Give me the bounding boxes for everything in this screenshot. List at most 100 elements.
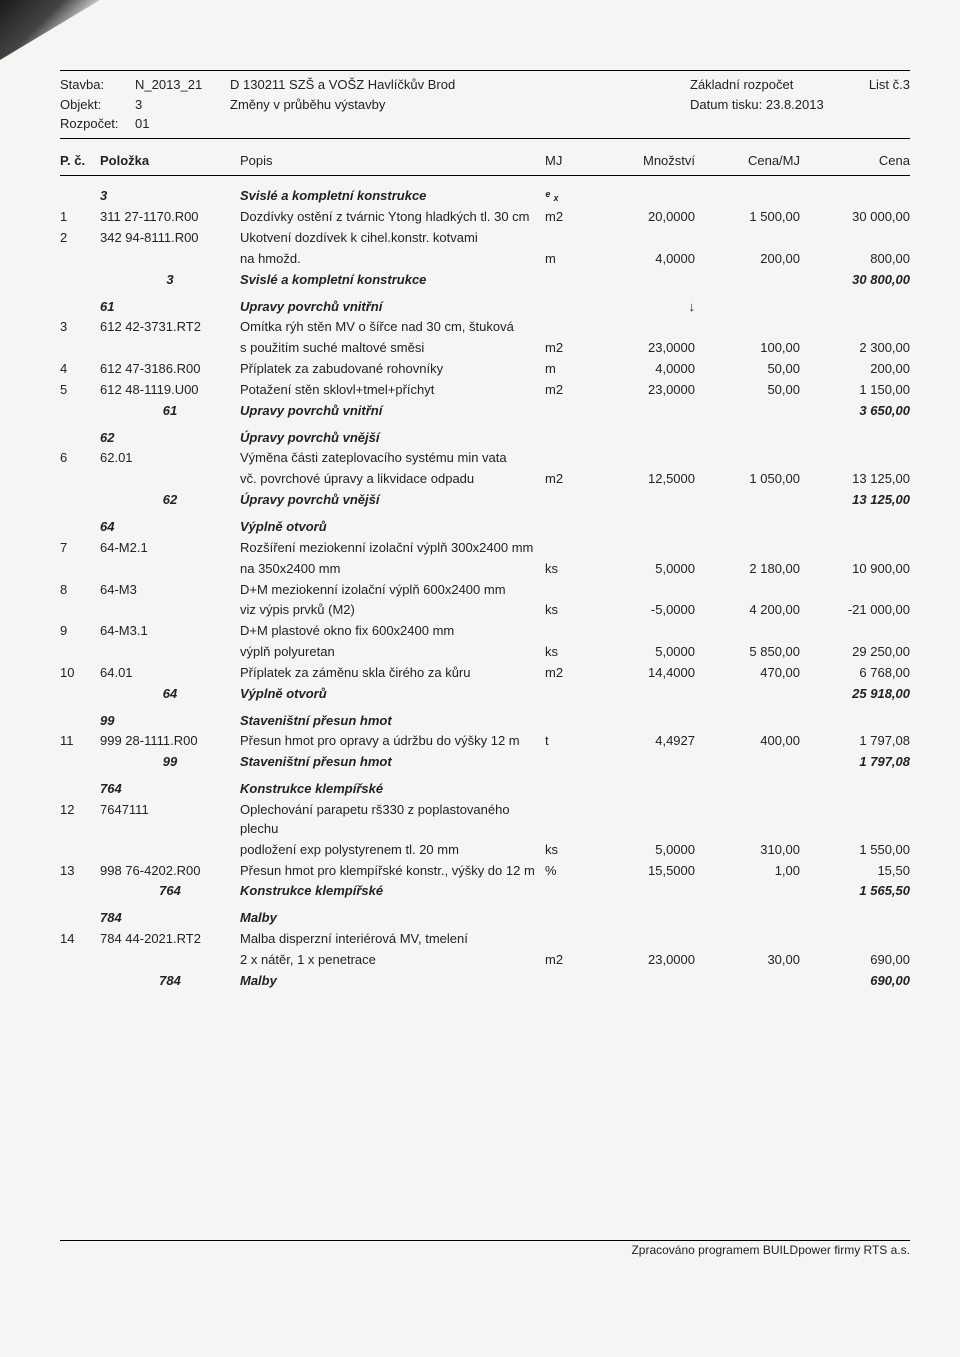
cell-pol: 61 — [100, 298, 240, 317]
cell-cmj: 2 180,00 — [695, 560, 800, 579]
datum-value: 23.8.2013 — [766, 97, 824, 112]
cell-cena — [800, 909, 910, 928]
table-row: 64Výplně otvorů25 918,00 — [60, 684, 910, 705]
cell-popis: na hmožd. — [240, 250, 545, 269]
cell-mj — [545, 753, 595, 772]
cell-cena — [800, 622, 910, 641]
cell-mj — [545, 930, 595, 949]
cell-pc — [60, 491, 100, 510]
table-row: 11999 28-1111.R00Přesun hmot pro opravy … — [60, 731, 910, 752]
cell-cena: 1 797,08 — [800, 753, 910, 772]
cell-mn: 12,5000 — [595, 470, 695, 489]
cell-mj: ks — [545, 601, 595, 620]
cell-popis: Výplně otvorů — [240, 518, 545, 537]
table-row: 3Svislé a kompletní konstrukceᵉ ₓ — [60, 186, 910, 207]
cell-mj — [545, 972, 595, 991]
cell-popis: Svislé a kompletní konstrukce — [240, 271, 545, 290]
cell-popis: Malby — [240, 972, 545, 991]
cell-pc — [60, 271, 100, 290]
col-cena: Cena — [800, 152, 910, 171]
cell-cmj — [695, 909, 800, 928]
cell-pol: 62 — [100, 491, 240, 510]
cell-mj: m2 — [545, 951, 595, 970]
cell-pc — [60, 780, 100, 799]
header-left: Stavba:N_2013_21 Objekt:3 Rozpočet:01 — [60, 75, 230, 134]
cell-pol: 3 — [100, 271, 240, 290]
cell-cmj: 200,00 — [695, 250, 800, 269]
cell-mj — [545, 581, 595, 600]
col-mnozstvi: Množství — [595, 152, 695, 171]
cell-pol: 61 — [100, 402, 240, 421]
cell-mj — [545, 685, 595, 704]
cell-pc — [60, 685, 100, 704]
cell-mn: 23,0000 — [595, 381, 695, 400]
objekt-value: 3 — [135, 97, 142, 112]
cell-cmj — [695, 518, 800, 537]
page-footer: Zpracováno programem BUILDpower firmy RT… — [60, 1240, 910, 1257]
page-content: Stavba:N_2013_21 Objekt:3 Rozpočet:01 D … — [0, 0, 960, 1028]
cell-cmj — [695, 298, 800, 317]
cell-pol: 999 28-1111.R00 — [100, 732, 240, 751]
cell-mn: 5,0000 — [595, 560, 695, 579]
cell-cena: 6 768,00 — [800, 664, 910, 683]
cell-cena: 800,00 — [800, 250, 910, 269]
cell-mj: m — [545, 250, 595, 269]
cell-pol: 62.01 — [100, 449, 240, 468]
cell-pc: 5 — [60, 381, 100, 400]
cell-mj: ks — [545, 841, 595, 860]
cell-mn — [595, 622, 695, 641]
table-row: výplň polyuretanks5,00005 850,0029 250,0… — [60, 642, 910, 663]
cell-pol: 784 — [100, 909, 240, 928]
cell-mn — [595, 780, 695, 799]
cell-pc: 14 — [60, 930, 100, 949]
table-row: podložení exp polystyrenem tl. 20 mmks5,… — [60, 840, 910, 861]
rozpocet-value: 01 — [135, 116, 149, 131]
cell-pc: 4 — [60, 360, 100, 379]
cell-pc: 9 — [60, 622, 100, 641]
cell-pc: 3 — [60, 318, 100, 337]
cell-pc: 7 — [60, 539, 100, 558]
table-row: 764-M2.1Rozšíření meziokenní izolační vý… — [60, 538, 910, 559]
cell-cmj: 470,00 — [695, 664, 800, 683]
cell-cena: 1 797,08 — [800, 732, 910, 751]
cell-mn — [595, 449, 695, 468]
cell-popis: Úpravy povrchů vnější — [240, 491, 545, 510]
cell-pc: 1 — [60, 208, 100, 227]
rozpocet-label: Rozpočet: — [60, 114, 135, 134]
cell-pol — [100, 643, 240, 662]
cell-pol — [100, 470, 240, 489]
table-row: na hmožd.m4,0000200,00800,00 — [60, 249, 910, 270]
cell-cmj: 50,00 — [695, 360, 800, 379]
cell-popis: Výplně otvorů — [240, 685, 545, 704]
cell-cmj: 100,00 — [695, 339, 800, 358]
cell-cena: 2 300,00 — [800, 339, 910, 358]
cell-cmj — [695, 685, 800, 704]
cell-mj: % — [545, 862, 595, 881]
cell-cmj: 30,00 — [695, 951, 800, 970]
cell-popis: Svislé a kompletní konstrukce — [240, 187, 545, 206]
table-row: 764Konstrukce klempířské1 565,50 — [60, 881, 910, 902]
table-row: 784Malby690,00 — [60, 971, 910, 992]
cell-mn — [595, 712, 695, 731]
table-row: 3612 42-3731.RT2Omítka rýh stěn MV o šíř… — [60, 317, 910, 338]
cell-pc — [60, 402, 100, 421]
table-row: 14784 44-2021.RT2Malba disperzní interié… — [60, 929, 910, 950]
table-row: 127647111Oplechování parapetu rš330 z po… — [60, 800, 910, 840]
cell-mn — [595, 518, 695, 537]
col-cenamj: Cena/MJ — [695, 152, 800, 171]
cell-cena: -21 000,00 — [800, 601, 910, 620]
table-row: 2342 94-8111.R00Ukotvení dozdívek k cihe… — [60, 228, 910, 249]
cell-cena: 3 650,00 — [800, 402, 910, 421]
cell-popis: Úpravy povrchů vnější — [240, 429, 545, 448]
cell-mn — [595, 187, 695, 206]
table-row: 61Upravy povrchů vnitřní3 650,00 — [60, 401, 910, 422]
cell-cmj: 400,00 — [695, 732, 800, 751]
cell-mn — [595, 271, 695, 290]
cell-pc — [60, 643, 100, 662]
cell-popis: Malba disperzní interiérová MV, tmelení — [240, 930, 545, 949]
cell-cena: 1 150,00 — [800, 381, 910, 400]
cell-cena — [800, 298, 910, 317]
cell-pol: 764 — [100, 882, 240, 901]
cell-pc: 11 — [60, 732, 100, 751]
cell-mn — [595, 801, 695, 839]
